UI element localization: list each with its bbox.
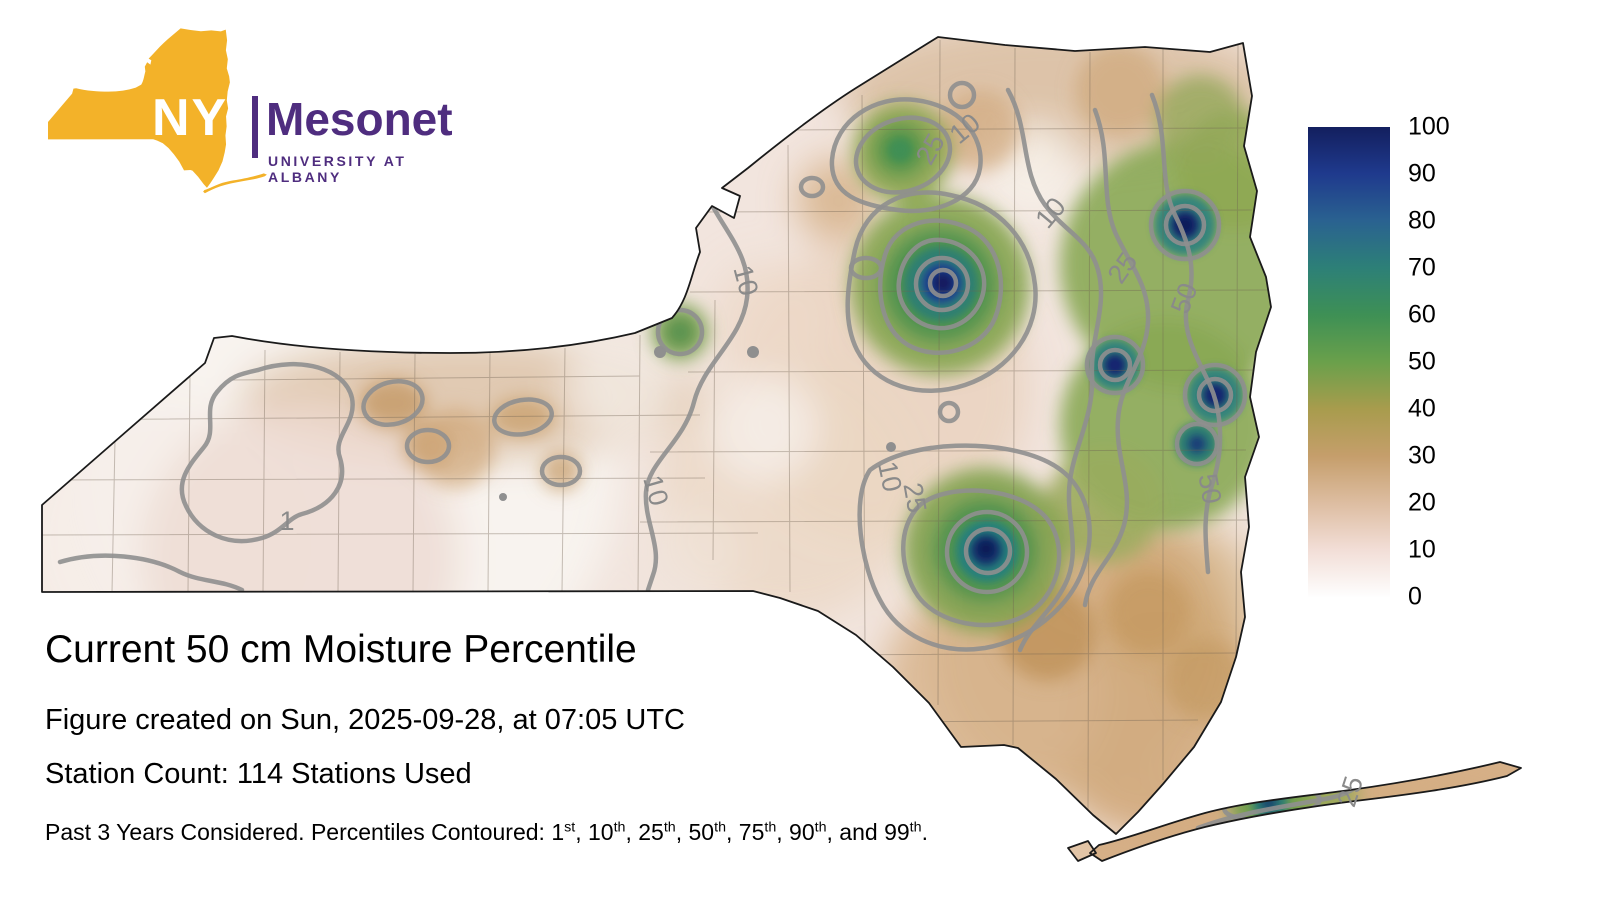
- footnote-percentile: 10th,: [587, 818, 639, 845]
- colorbar-tick-label: 0: [1408, 582, 1422, 611]
- footnote-percentile: 1st,: [551, 818, 588, 845]
- footnote-percentile: 25th,: [638, 818, 689, 845]
- contour-lines: [57, 80, 1375, 831]
- caption-block: Current 50 cm Moisture Percentile Figure…: [45, 628, 928, 844]
- logo-affiliation: UNIVERSITY AT ALBANY: [268, 153, 407, 185]
- contour-label: 50: [1192, 471, 1227, 506]
- colorbar-tick-label: 70: [1408, 253, 1436, 282]
- state-outline: [41, 36, 1522, 862]
- figure-title: Current 50 cm Moisture Percentile: [45, 628, 637, 671]
- footnote-percentile: 50th,: [688, 818, 739, 845]
- footnote-percentile: 90th, and: [789, 818, 885, 845]
- colorbar: 100 90 80 70 60 50 40 30 20 10 0: [1308, 113, 1488, 611]
- logo-acronym: NYS: [152, 89, 265, 147]
- logo-divider: [252, 96, 258, 158]
- contour-label: 25: [1331, 772, 1369, 810]
- contour-label: 10: [872, 459, 908, 495]
- footnote: Past 3 Years Considered. Percentiles Con…: [45, 820, 928, 844]
- ny-state-logo-icon: [48, 28, 267, 194]
- colorbar-tick-label: 30: [1408, 441, 1436, 470]
- nys-mesonet-logo: NYS Mesonet UNIVERSITY AT ALBANY: [40, 4, 460, 204]
- footnote-prefix: Past 3 Years Considered. Percentiles Con…: [45, 818, 552, 845]
- colorbar-tick-label: 60: [1408, 300, 1436, 329]
- colorbar-gradient: [1308, 127, 1390, 597]
- colorbar-tick-label: 100: [1408, 112, 1450, 141]
- contour-label: 25: [897, 480, 932, 515]
- figure-created-line: Figure created on Sun, 2025-09-28, at 07…: [45, 703, 685, 736]
- colorbar-tick-label: 10: [1408, 535, 1436, 564]
- colorbar-tick-label: 50: [1408, 347, 1436, 376]
- county-borders: [42, 39, 1269, 813]
- colorbar-tick-label: 40: [1408, 394, 1436, 423]
- colorbar-ticks: 100 90 80 70 60 50 40 30 20 10 0: [1408, 113, 1488, 611]
- colorbar-tick-label: 80: [1408, 206, 1436, 235]
- colorbar-tick-label: 90: [1408, 159, 1436, 188]
- logo-name: Mesonet: [266, 93, 453, 145]
- footnote-percentile: 99th.: [884, 818, 928, 845]
- contour-label: 1: [279, 506, 294, 536]
- station-count-line: Station Count: 114 Stations Used: [45, 758, 472, 791]
- footnote-percentile: 75th,: [738, 818, 790, 845]
- colorbar-tick-label: 20: [1408, 488, 1436, 517]
